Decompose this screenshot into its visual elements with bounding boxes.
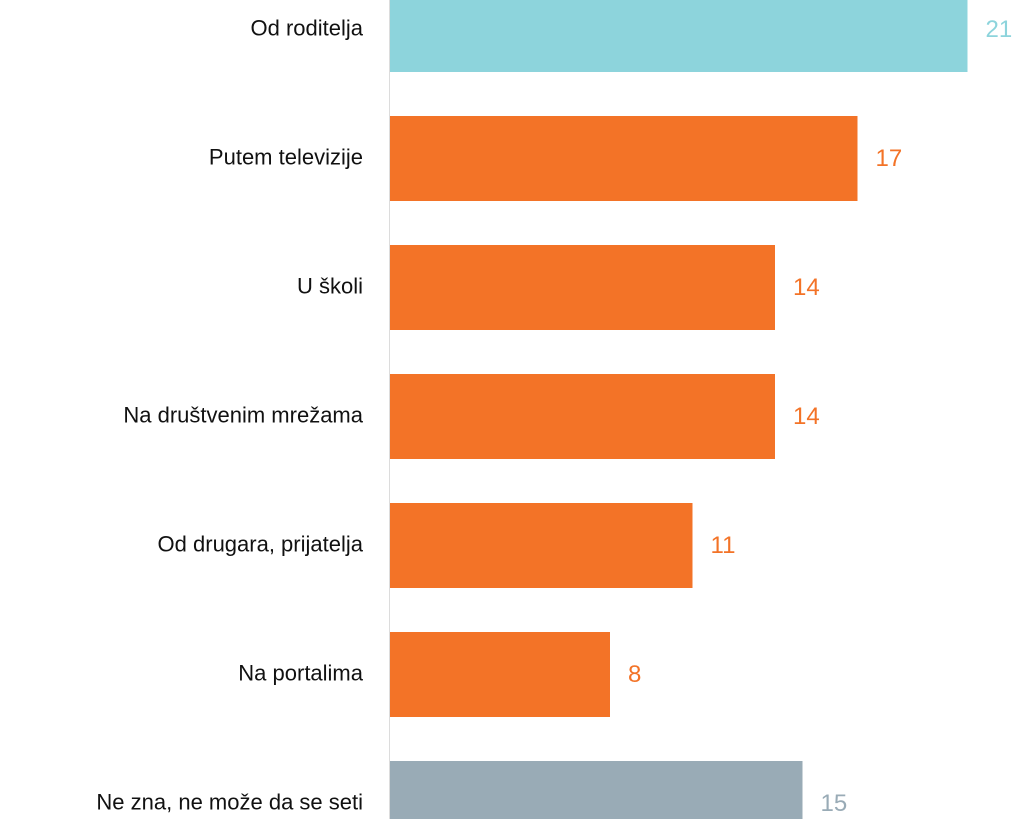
value-label: 17 xyxy=(876,145,903,172)
bar xyxy=(390,374,775,459)
category-label: Na društvenim mrežama xyxy=(123,402,363,427)
bar xyxy=(390,503,693,588)
bar xyxy=(390,0,968,72)
value-label: 15 xyxy=(821,790,848,817)
category-label: Od drugara, prijatelja xyxy=(158,531,364,556)
value-label: 8 xyxy=(628,661,641,688)
value-label: 14 xyxy=(793,274,820,301)
bar xyxy=(390,632,610,717)
category-label: Od roditelja xyxy=(250,15,363,40)
category-label: Na portalima xyxy=(238,660,363,685)
bar xyxy=(390,116,858,201)
bar xyxy=(390,761,803,819)
category-label: Putem televizije xyxy=(209,144,363,169)
bar xyxy=(390,245,775,330)
category-label: U školi xyxy=(297,273,363,298)
category-label: Ne zna, ne može da se seti xyxy=(96,789,363,814)
value-label: 21 xyxy=(986,16,1013,43)
value-label: 14 xyxy=(793,403,820,430)
value-label: 11 xyxy=(711,532,736,559)
